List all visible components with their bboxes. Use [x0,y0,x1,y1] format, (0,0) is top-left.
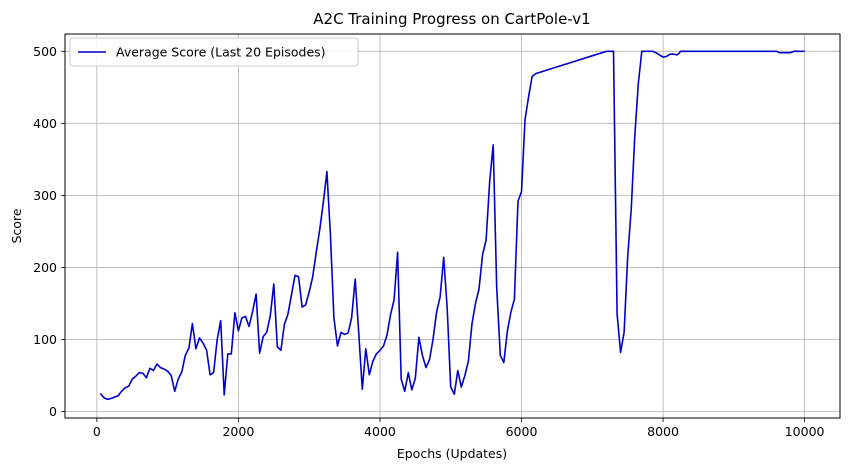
series-line [99,50,805,401]
legend-label: Average Score (Last 20 Episodes) [116,45,326,60]
legend: Average Score (Last 20 Episodes) [69,37,359,67]
x-axis-label: Epochs (Updates) [397,446,507,461]
chart-title: A2C Training Progress on CartPole-v1 [313,10,590,28]
x-tick-label: 4000 [364,424,396,439]
y-tick-label: 200 [33,260,57,275]
x-tick-label: 6000 [506,424,538,439]
axis-ticks: 0 2000 4000 6000 8000 10000 0 100 200 300 400 500 [33,44,824,439]
y-tick-label: 300 [33,188,57,203]
y-tick-label: 0 [49,404,57,419]
y-axis-label: Score [9,208,24,243]
y-tick-label: 500 [33,44,57,59]
x-tick-label: 10000 [785,424,825,439]
y-tick-label: 400 [33,116,57,131]
series-layer [99,50,805,401]
y-tick-label: 100 [33,332,57,347]
x-tick-label: 2000 [222,424,254,439]
x-tick-label: 0 [93,424,101,439]
x-tick-label: 8000 [647,424,679,439]
legend-box [69,37,359,67]
plot-area-frame [64,33,841,419]
